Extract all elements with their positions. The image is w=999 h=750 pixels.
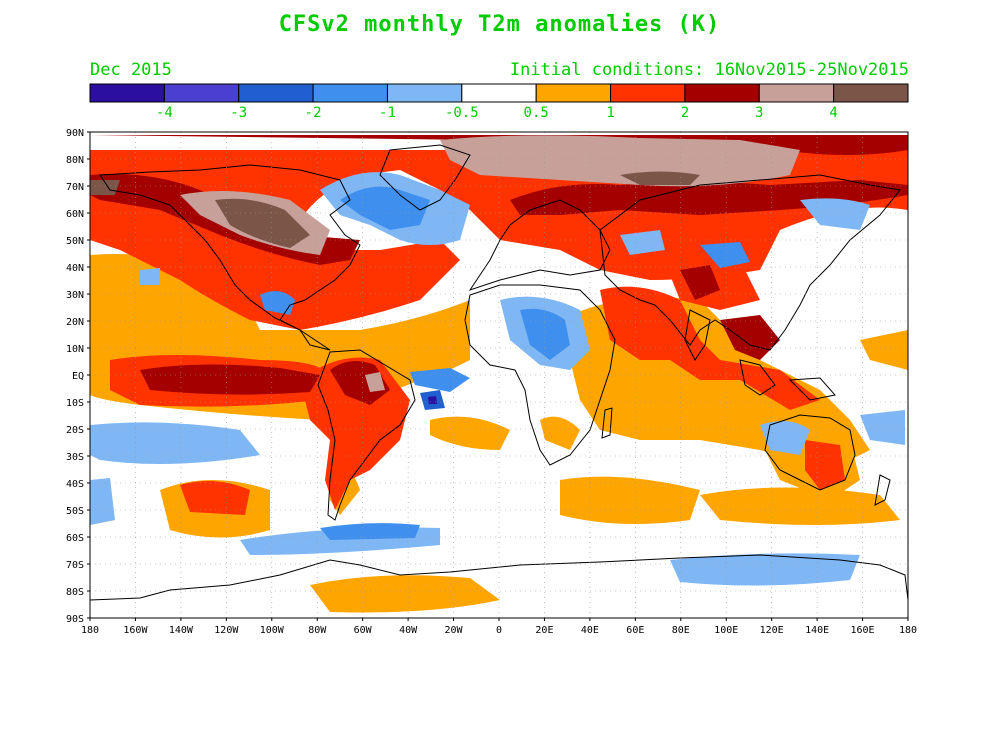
colorbar-swatch [833,83,909,103]
longitude-label: 40W [399,625,418,636]
longitude-labels: 180 160W 140W 120W 100W 80W 60W 40W 20W 0 20E 40E 60… [81,618,917,636]
longitude-label: 120E [760,625,784,636]
longitude-label: 160W [123,625,148,636]
latitude-label: 90N [66,128,84,139]
latitude-label: 20S [66,425,84,436]
colorbar-swatch [238,83,314,103]
longitude-label: 180 [81,625,99,636]
latitude-label: 60N [66,209,84,220]
longitude-label: 60E [626,625,644,636]
latitude-label: EQ [72,371,84,382]
colorbar-tick-label: -2 [305,105,322,121]
longitude-label: 100W [260,625,285,636]
latitude-label: 40N [66,263,84,274]
colorbar-tick-label: 4 [829,105,837,121]
longitude-label: 40E [581,625,599,636]
longitude-label: 60W [354,625,373,636]
longitude-label: 160E [851,625,875,636]
colorbar-tick-label: -3 [230,105,247,121]
latitude-label: 70S [66,560,84,571]
latitude-label: 80S [66,587,84,598]
latitude-label: 60S [66,533,84,544]
latitude-label: 90S [66,614,84,625]
longitude-label: 120W [214,625,239,636]
colorbar-tick-label: -4 [156,105,173,121]
longitude-label: 80E [672,625,690,636]
latitude-label: 80N [66,155,84,166]
latitude-labels: 90N 80N 70N 60N 50N 40N 30N 20N 10N EQ 10S 20S 30S 40… [66,128,90,625]
colorbar-swatch [386,83,463,103]
map-gridlines [90,132,908,618]
longitude-label: 180 [899,625,917,636]
longitude-label: 20W [445,625,464,636]
colorbar-tick-label: -0.5 [445,105,479,121]
latitude-label: 10S [66,398,84,409]
colorbar-swatch [461,83,537,103]
colorbar-swatch [163,83,240,103]
longitude-label: 20E [535,625,553,636]
latitude-label: 40S [66,479,84,490]
initial-conditions-label: Initial conditions: 16Nov2015-25Nov2015 [509,60,909,80]
latitude-label: 50S [66,506,84,517]
longitude-label: 140W [169,625,194,636]
colorbar-swatch [684,83,760,103]
map-title: CFSv2 monthly T2m anomalies (K) [278,12,721,37]
longitude-label: 100E [714,625,738,636]
coastlines [90,144,908,601]
colorbar-swatch [535,83,612,103]
colorbar-tick-label: 1 [606,105,614,121]
latitude-label: 30S [66,452,84,463]
longitude-label: 0 [496,625,502,636]
colorbar-tick-label: 3 [755,105,763,121]
colorbar-swatch [89,83,165,103]
latitude-label: 30N [66,290,84,301]
map-panel [90,132,908,618]
cool-anomalies [90,172,905,586]
latitude-label: 20N [66,317,84,328]
valid-month-label: Dec 2015 [90,60,172,80]
colorbar [89,83,909,103]
colorbar-swatch [758,83,835,103]
colorbar-tick-label: 0.5 [524,105,549,121]
latitude-label: 50N [66,236,84,247]
latitude-label: 10N [66,344,84,355]
colorbar-tick-label: -1 [379,105,396,121]
colorbar-labels: -4 -3 -2 -1 -0.5 0.5 1 2 3 4 [156,105,838,121]
colorbar-swatch [610,83,686,103]
latitude-label: 70N [66,182,84,193]
colorbar-tick-label: 2 [681,105,689,121]
colorbar-swatch [312,83,388,103]
longitude-label: 80W [308,625,327,636]
longitude-label: 140E [805,625,829,636]
